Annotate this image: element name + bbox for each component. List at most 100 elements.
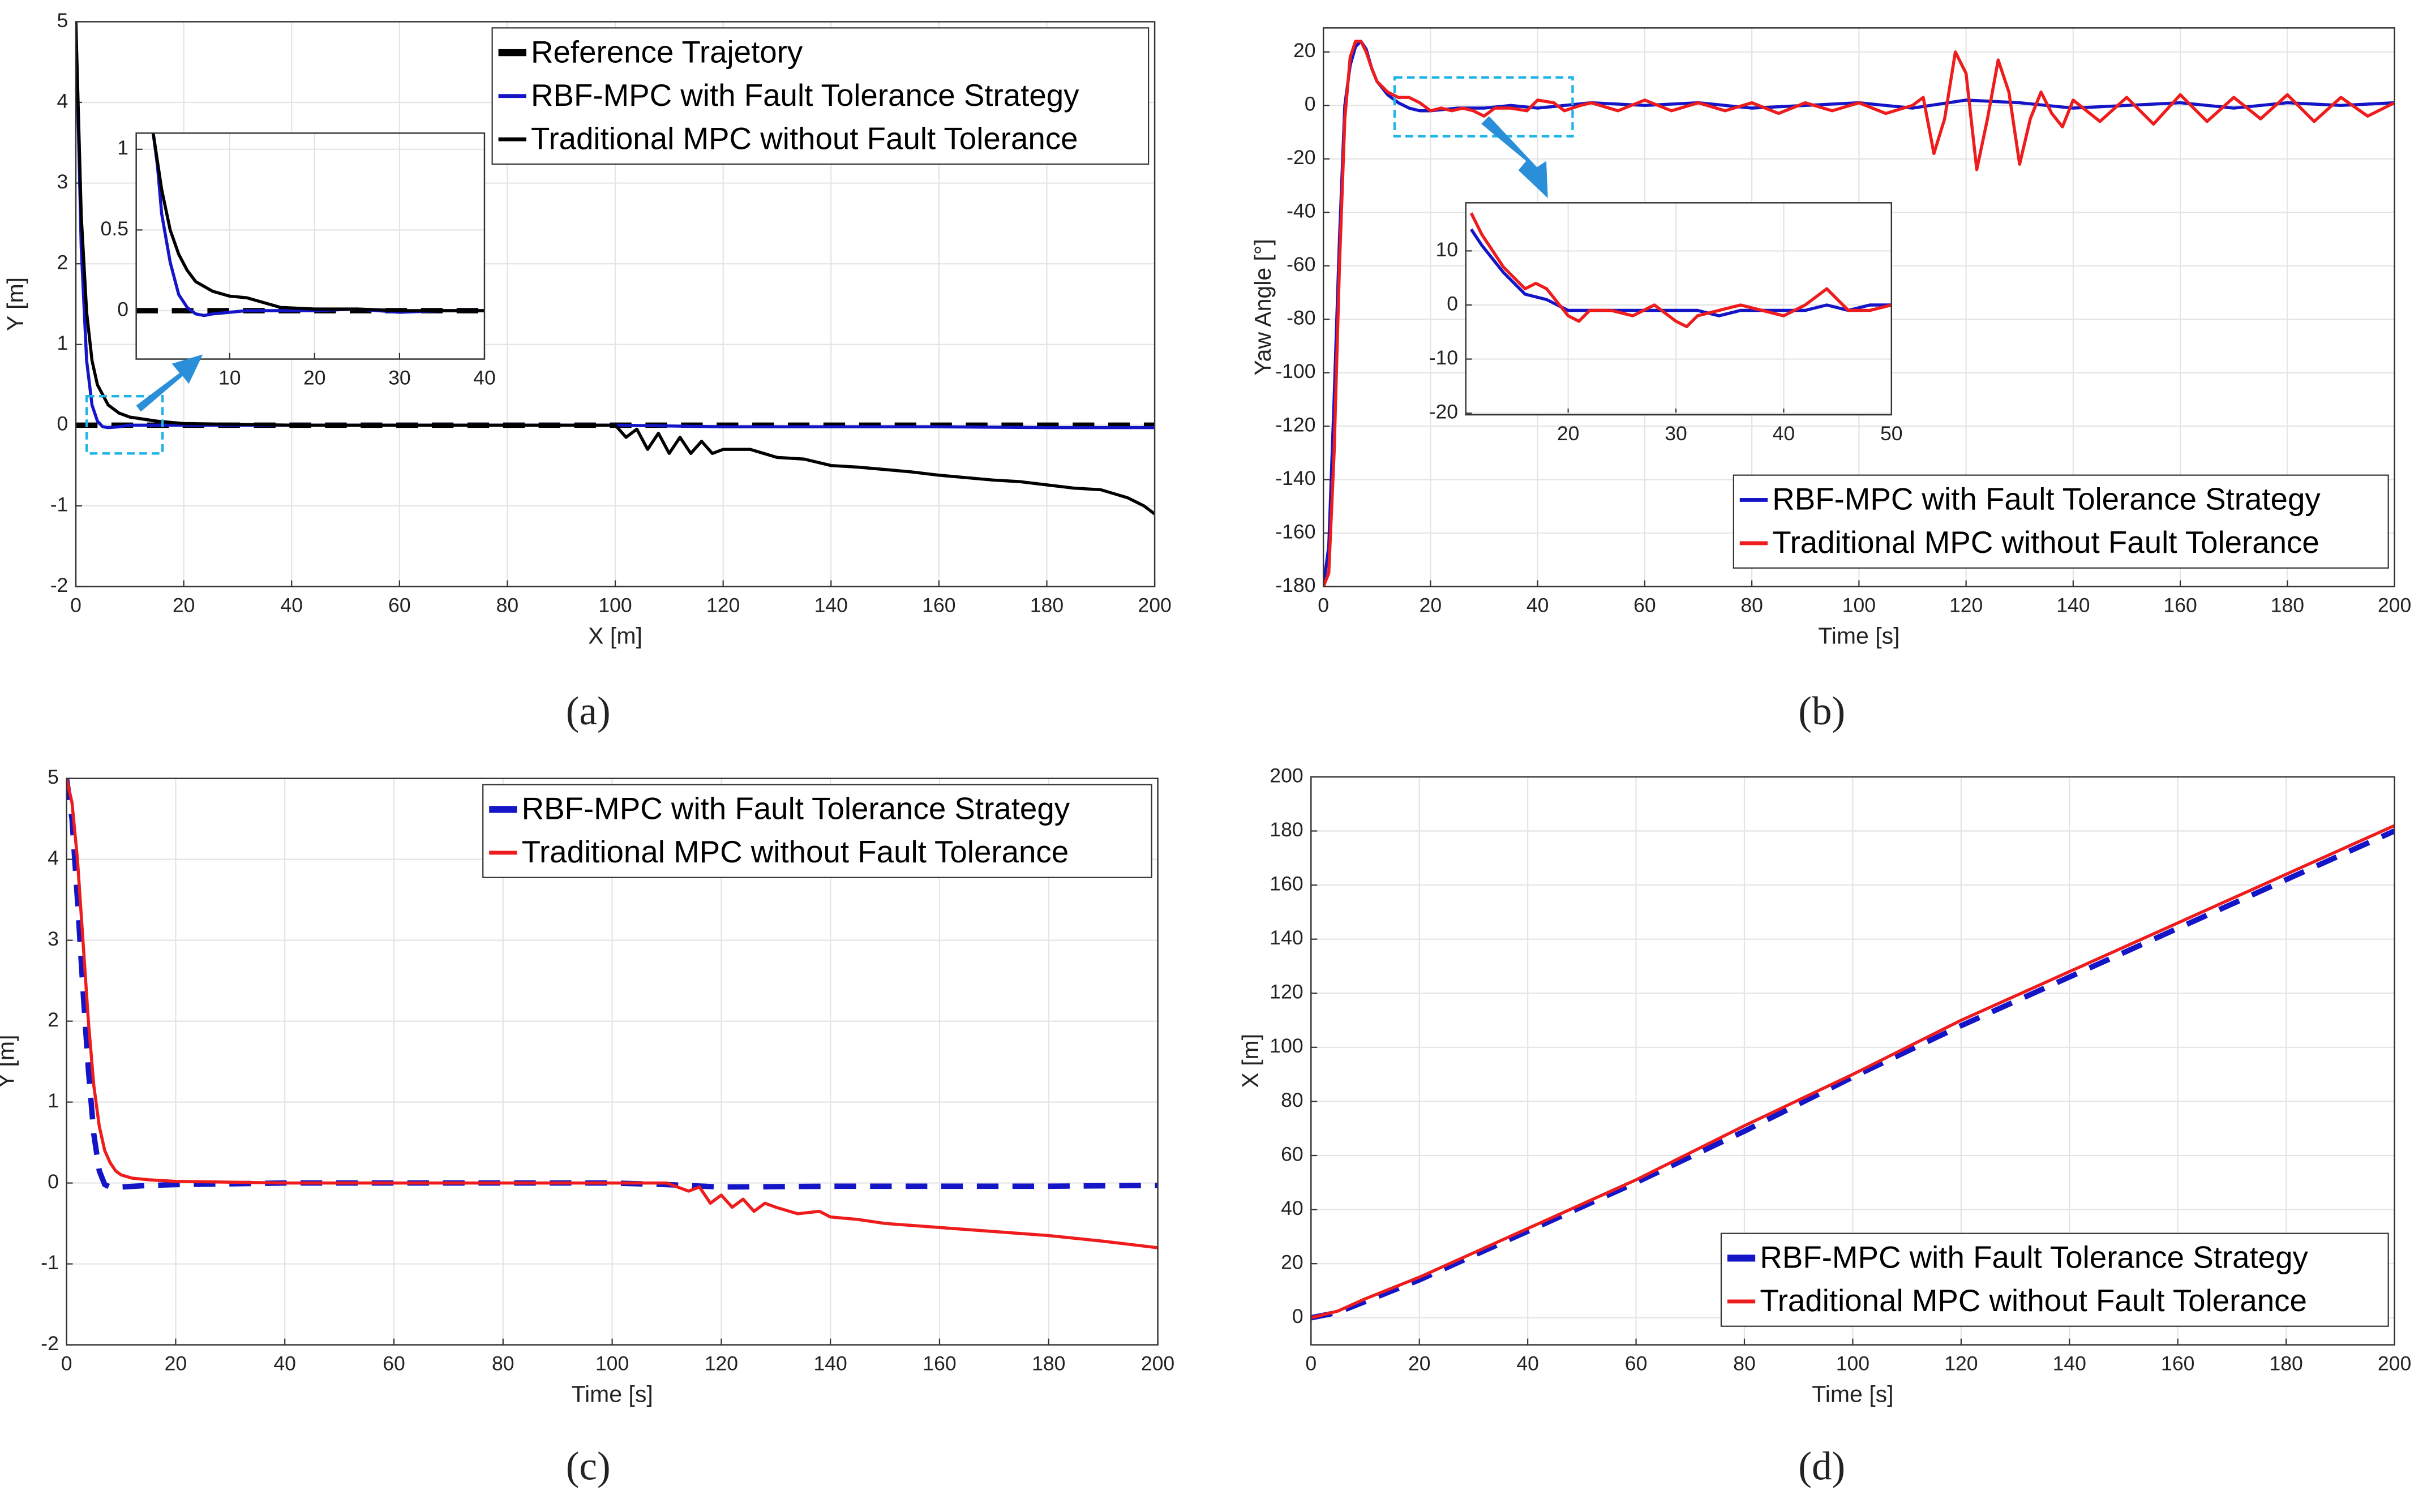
- series-line: [66, 778, 1158, 1249]
- legend: RBF-MPC with Fault Tolerance Strategy Tra…: [482, 784, 1152, 878]
- x-tick-label: 80: [492, 1352, 514, 1374]
- legend-label: RBF-MPC with Fault Tolerance Strategy: [1772, 482, 2321, 517]
- x-tick-label: 20: [173, 594, 195, 616]
- y-tick-label: 10: [1436, 238, 1459, 261]
- y-tick-label: 140: [1270, 926, 1303, 949]
- panel-label: (c): [566, 1444, 611, 1488]
- y-tick-label: -2: [41, 1332, 59, 1355]
- x-tick-label: 20: [165, 1352, 187, 1374]
- plot-frame: [135, 132, 486, 360]
- legend: RBF-MPC with Fault Tolerance Strategy Tra…: [1733, 474, 2389, 569]
- y-tick-label: 200: [1270, 764, 1303, 787]
- panel-label: (a): [566, 689, 611, 733]
- y-tick-label: -180: [1275, 574, 1315, 596]
- zoom-markers: [85, 76, 1574, 455]
- y-tick-label: -100: [1275, 360, 1315, 383]
- y-tick-label: 2: [57, 251, 68, 274]
- x-tick-label: 120: [705, 1352, 738, 1374]
- y-tick-label: -120: [1275, 414, 1315, 436]
- series-line: [1469, 212, 1892, 328]
- zoom-box: [85, 394, 164, 455]
- y-tick-label: -80: [1287, 307, 1315, 329]
- x-tick-label: 50: [1880, 422, 1903, 445]
- x-tick-label: 0: [61, 1352, 72, 1374]
- x-tick-label: 200: [2378, 594, 2411, 616]
- y-tick-label: 180: [1270, 818, 1303, 841]
- y-axis-label: Y [m]: [0, 1035, 19, 1089]
- y-tick-label: 160: [1270, 872, 1303, 895]
- x-tick-label: 40: [1526, 594, 1549, 616]
- x-tick-label: 40: [273, 1352, 296, 1374]
- series-line: [1323, 40, 2395, 587]
- x-tick-label: 160: [922, 594, 955, 616]
- x-tick-label: 140: [814, 594, 848, 616]
- y-tick-label: 5: [48, 766, 59, 788]
- y-tick-label: 1: [57, 332, 68, 354]
- y-tick-label: 3: [48, 927, 59, 950]
- y-tick-label: 4: [48, 847, 59, 869]
- x-tick-label: 120: [1949, 594, 1983, 616]
- x-tick-label: 60: [1633, 594, 1656, 616]
- x-tick-label: 160: [2161, 1352, 2194, 1374]
- zoom-arrow: [1481, 116, 1548, 199]
- y-tick-label: -140: [1275, 467, 1315, 489]
- legend-label: RBF-MPC with Fault Tolerance Strategy: [531, 78, 1079, 113]
- y-tick-label: -40: [1287, 200, 1315, 222]
- series-line: [76, 22, 1155, 516]
- x-tick-label: 160: [923, 1352, 956, 1374]
- x-tick-label: 180: [1032, 1352, 1065, 1374]
- y-tick-label: 0.5: [101, 217, 128, 240]
- x-tick-label: 0: [1305, 1352, 1317, 1374]
- x-tick-label: 60: [388, 594, 411, 616]
- legend-label: Reference Trajetory: [531, 34, 803, 69]
- legend-box: [1720, 1232, 2389, 1327]
- y-tick-label: 2: [48, 1008, 59, 1031]
- series-line: [151, 133, 484, 312]
- plot-frame: [1310, 776, 2395, 1346]
- y-tick-label: -20: [1287, 146, 1315, 169]
- legend: Reference Trajetory RBF-MPC with Fault To…: [491, 27, 1150, 165]
- y-tick-label: 0: [1447, 292, 1458, 315]
- y-tick-label: -1: [41, 1251, 59, 1274]
- chart: 0 20 40 60 80 100 120 140 160 180 200 0 20 40 60 80 100 1…: [1237, 764, 2411, 1488]
- zoom-arrow: [136, 354, 203, 412]
- x-tick-label: 80: [1740, 594, 1763, 616]
- x-tick-label: 0: [1318, 594, 1329, 616]
- x-tick-label: 100: [595, 1352, 629, 1374]
- inset-chart: 10 20 30 40 0 0.5 1: [101, 132, 496, 389]
- x-tick-label: 40: [473, 366, 496, 389]
- x-tick-label: 100: [598, 594, 632, 616]
- y-axis-label: Y [m]: [2, 277, 28, 331]
- x-tick-label: 200: [1138, 594, 1171, 616]
- y-tick-label: 5: [57, 9, 68, 32]
- y-axis-label: X [m]: [1237, 1034, 1263, 1088]
- y-tick-label: 100: [1270, 1034, 1303, 1057]
- chart: 0 20 40 60 80 100 120 140 160 180 200-180-160-140-…: [1250, 27, 2411, 733]
- x-tick-label: 20: [303, 366, 326, 389]
- x-tick-label: 20: [1557, 422, 1580, 445]
- y-tick-label: 40: [1281, 1197, 1303, 1219]
- legend-box: [482, 784, 1152, 878]
- y-tick-label: 1: [117, 136, 128, 159]
- panel-label: (b): [1798, 689, 1845, 733]
- x-tick-label: 20: [1420, 594, 1442, 616]
- y-tick-label: 0: [1292, 1305, 1303, 1328]
- legend-label: RBF-MPC with Fault Tolerance Strategy: [522, 791, 1070, 826]
- x-tick-label: 180: [1030, 594, 1064, 616]
- zoom-box: [1393, 76, 1574, 138]
- x-tick-label: 80: [1733, 1352, 1756, 1374]
- y-tick-label: 20: [1293, 39, 1316, 62]
- panel-label: (d): [1798, 1444, 1845, 1488]
- inset-chart: 20 30 40 50 -20 -10 0 10: [1429, 202, 1903, 445]
- legend: RBF-MPC with Fault Tolerance Strategy Tra…: [1720, 1232, 2389, 1327]
- y-tick-label: 4: [57, 89, 68, 112]
- legend-label: Traditional MPC without Fault Tolerance: [1760, 1283, 2307, 1318]
- x-tick-label: 160: [2163, 594, 2197, 616]
- y-tick-label: 0: [48, 1170, 59, 1193]
- x-tick-label: 10: [218, 366, 241, 389]
- plot-frame: [1465, 202, 1893, 416]
- x-tick-label: 140: [814, 1352, 847, 1374]
